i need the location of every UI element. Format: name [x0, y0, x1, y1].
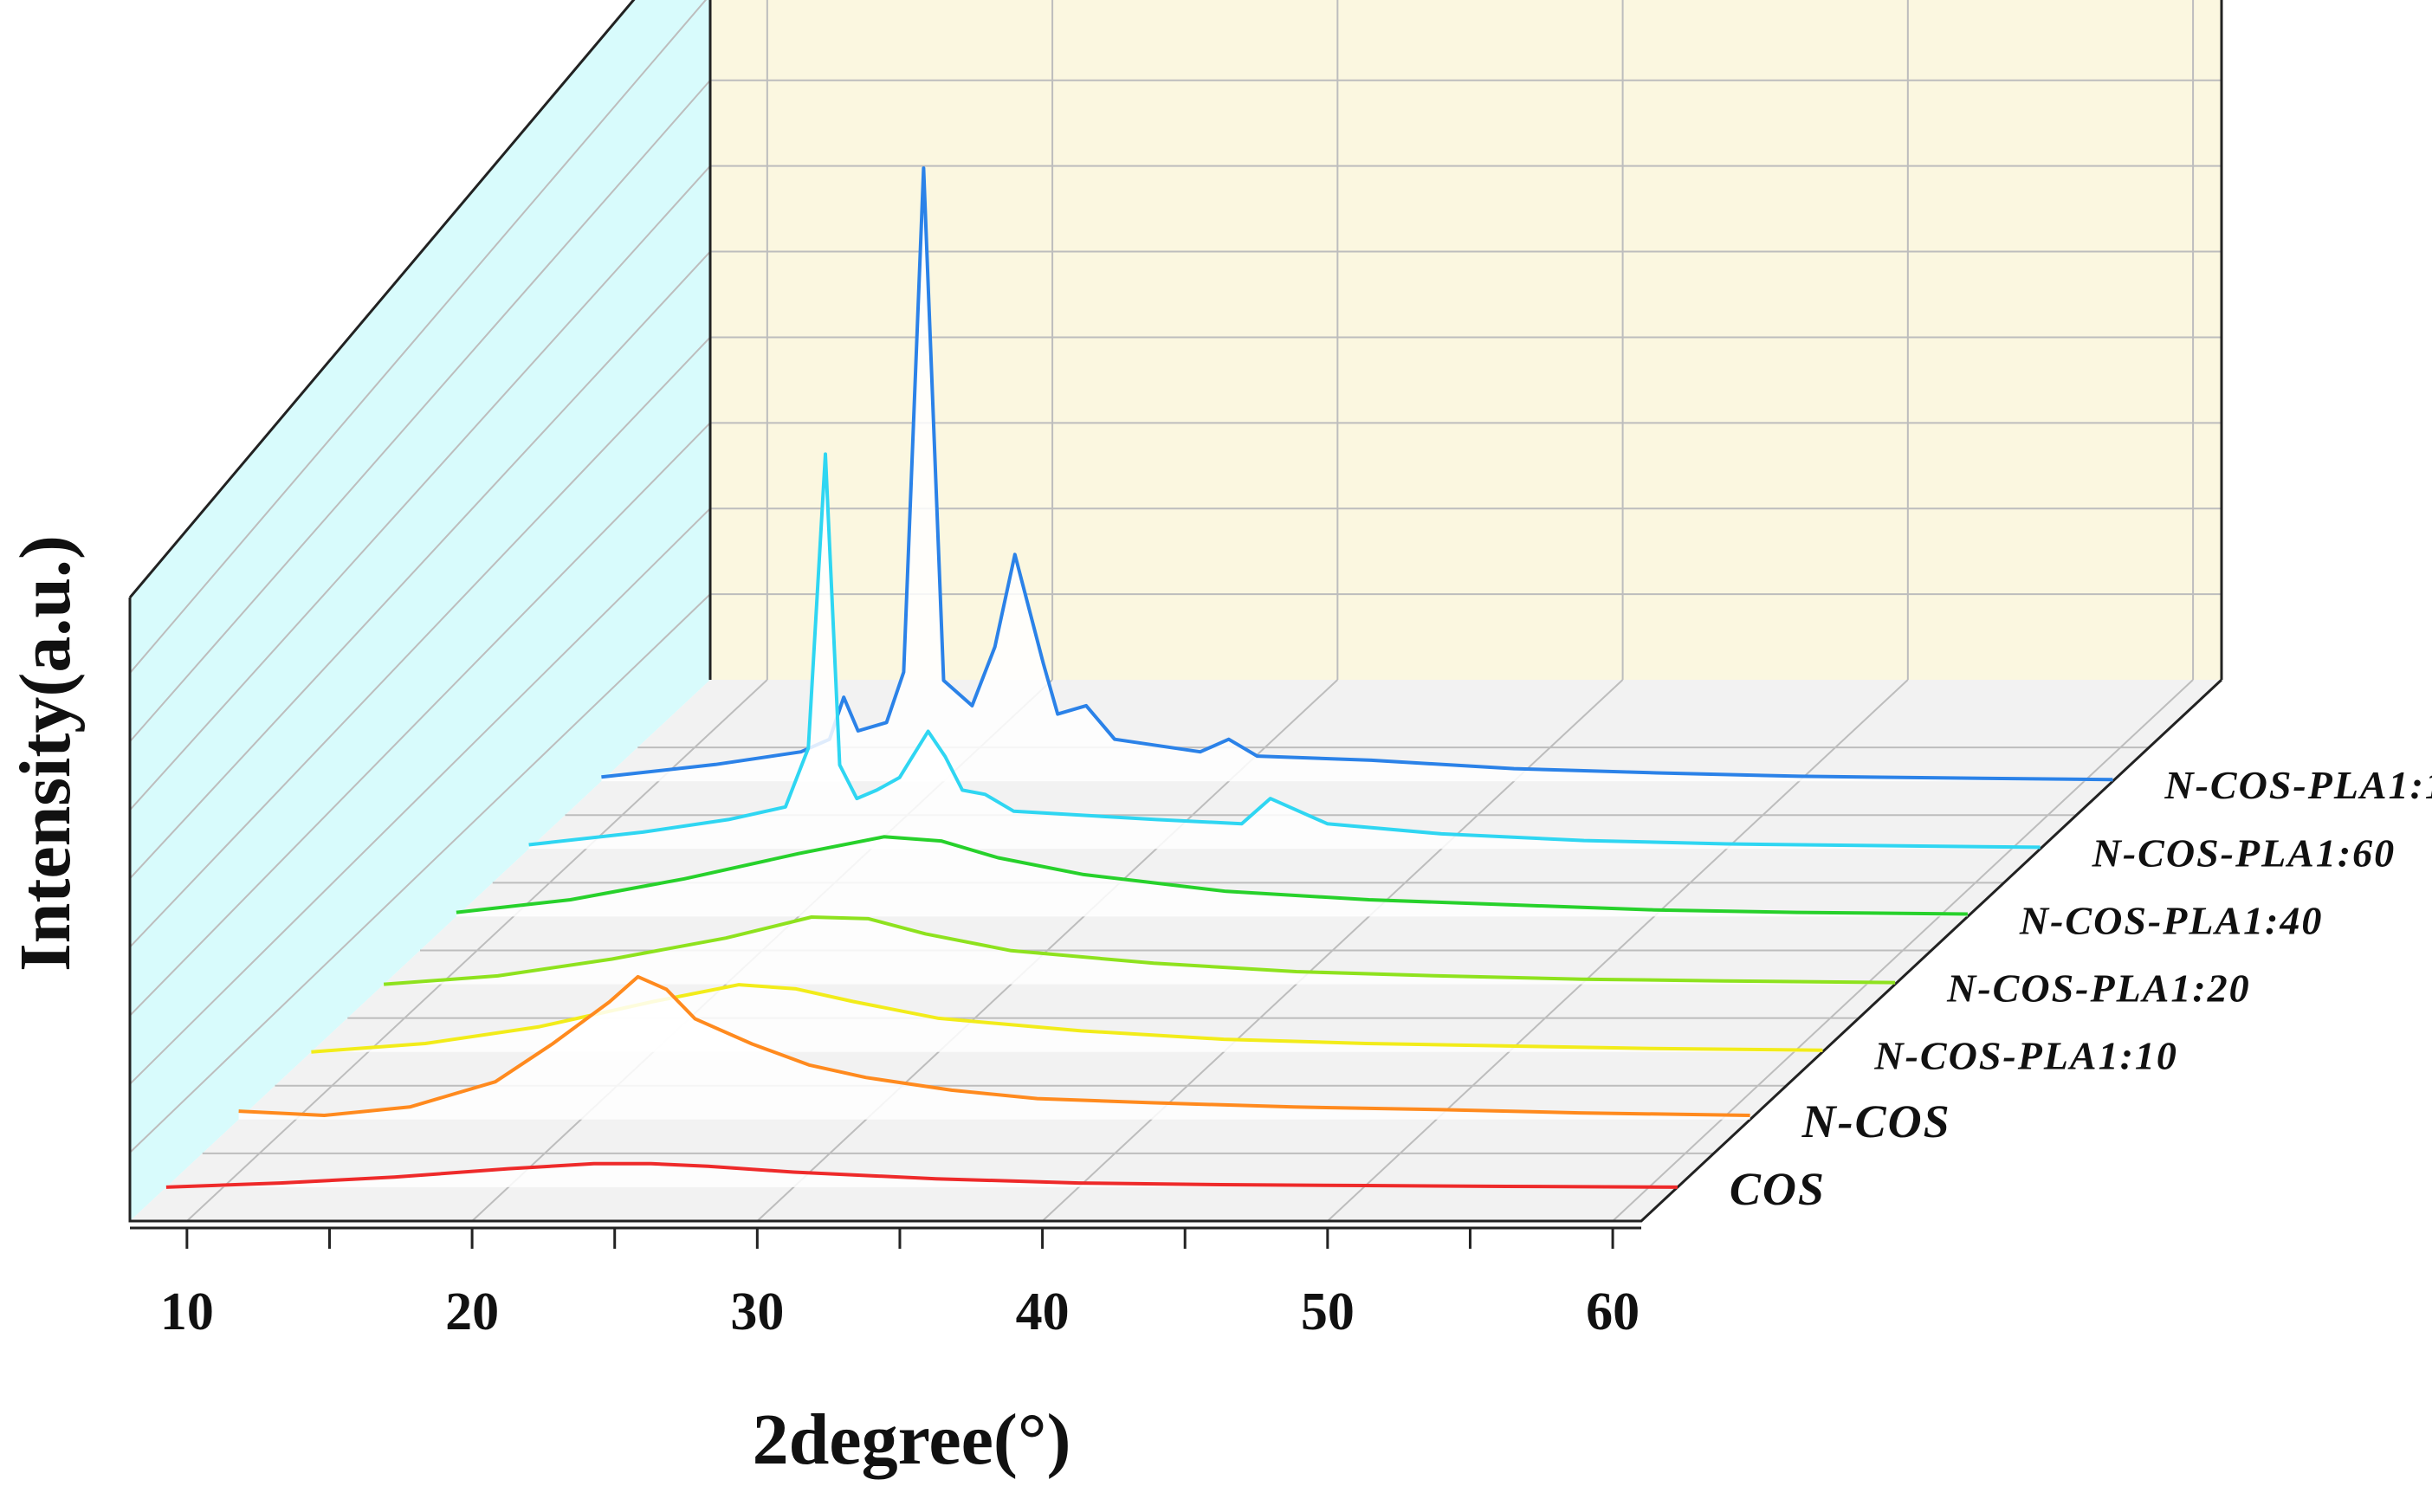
series-label: N-COS-PLA1:100 — [2164, 763, 2432, 807]
x-tick-label: 10 — [160, 1283, 214, 1341]
series-occlusion — [528, 454, 2041, 850]
series-label: N-COS — [1801, 1095, 1951, 1147]
series-line-n-cos-pla1-10 — [311, 983, 1823, 1054]
x-tick-label: 20 — [445, 1283, 499, 1341]
x-tick-label: 30 — [730, 1283, 784, 1341]
series-line-n-cos — [238, 974, 1750, 1117]
series-line-cos — [165, 1161, 1678, 1189]
axis-frame — [128, 0, 2223, 1223]
back-wall — [710, 0, 2222, 680]
x-tick-label: 50 — [1301, 1283, 1355, 1341]
side-gridline — [129, 336, 711, 948]
back-frame — [128, 0, 2223, 680]
series-label: N-COS-PLA1:20 — [1946, 966, 2251, 1011]
side-wall — [130, 0, 710, 1221]
series-occlusion — [165, 1163, 1678, 1187]
side-gridline — [129, 250, 711, 880]
y-axis-title: Intensity(a.u.) — [5, 535, 86, 972]
series-label: N-COS-PLA1:40 — [2019, 898, 2324, 942]
series-line-n-cos-pla1-100 — [601, 166, 2113, 782]
series-line-n-cos-pla1-40 — [456, 835, 1968, 916]
series-occlusion — [384, 917, 1896, 985]
x-tick-label: 40 — [1016, 1283, 1070, 1341]
side-gridline — [129, 80, 711, 742]
side-gridline — [129, 0, 708, 674]
side-gridline — [129, 165, 711, 811]
x-axis-title: 2degree(°) — [753, 1399, 1071, 1480]
series-line-n-cos-pla1-20 — [383, 915, 1896, 986]
x-tick-label: 60 — [1586, 1283, 1640, 1341]
x-axis-ticks: 10 20 30 40 50 60 — [130, 1226, 1641, 1341]
series-occlusion — [456, 837, 1968, 917]
series-label: N-COS-PLA1:10 — [1873, 1034, 2178, 1078]
series-line-n-cos-pla1-60 — [528, 452, 2041, 850]
side-gridline — [129, 422, 711, 1017]
series-label: COS — [1730, 1163, 1826, 1215]
side-gridline — [129, 593, 711, 1153]
series-labels: N-COS-PLA1:100 N-COS-PLA1:60 N-COS-PLA1:40… — [1730, 763, 2432, 1215]
side-gridline — [129, 507, 711, 1085]
series-label: N-COS-PLA1:60 — [2092, 830, 2396, 875]
series-occlusion — [238, 976, 1750, 1120]
series-group — [165, 166, 2113, 1189]
front-frame — [128, 598, 2223, 1223]
